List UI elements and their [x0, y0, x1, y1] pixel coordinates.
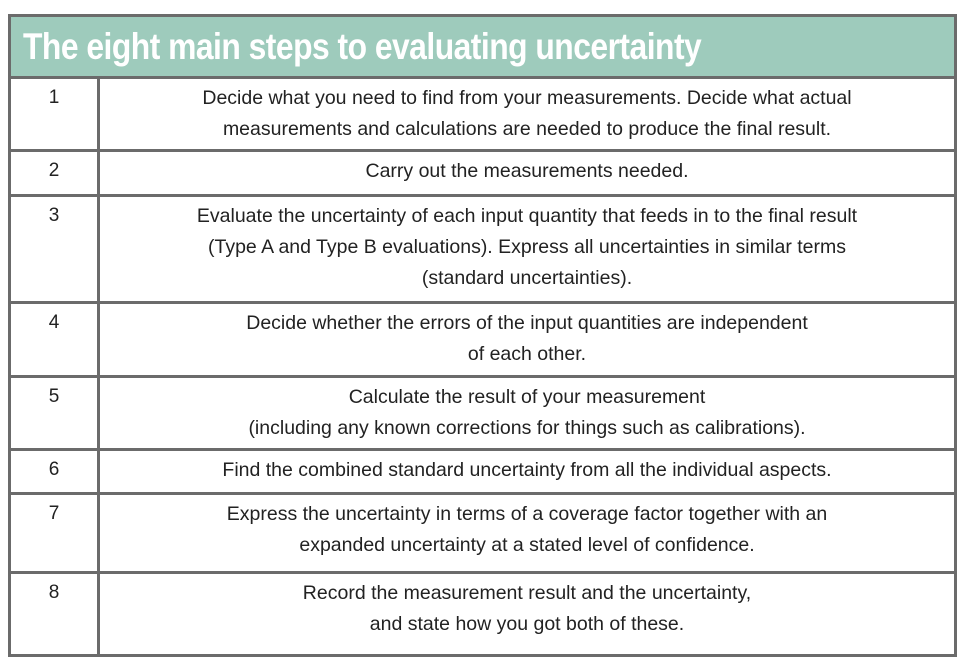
- steps-table: The eight main steps to evaluating uncer…: [8, 14, 957, 657]
- step-description: Decide whether the errors of the input q…: [100, 304, 954, 375]
- table-row: 7 Express the uncertainty in terms of a …: [11, 495, 954, 574]
- step-description-line: Carry out the measurements needed.: [365, 160, 689, 182]
- step-number: 6: [11, 451, 100, 492]
- step-description-line: (including any known corrections for thi…: [248, 417, 806, 439]
- step-number: 7: [11, 495, 100, 571]
- step-description: Record the measurement result and the un…: [100, 574, 954, 654]
- step-description-line: and state how you got both of these.: [369, 613, 685, 635]
- table-row: 2 Carry out the measurements needed.: [11, 152, 954, 197]
- table-row: 6 Find the combined standard uncertainty…: [11, 451, 954, 495]
- step-description-line: Decide what you need to find from your m…: [202, 87, 852, 109]
- step-description: Decide what you need to find from your m…: [100, 79, 954, 149]
- step-description-line: Decide whether the errors of the input q…: [246, 312, 808, 334]
- step-description-line: Record the measurement result and the un…: [302, 582, 752, 604]
- step-description-line: of each other.: [467, 343, 587, 365]
- step-number: 2: [11, 152, 100, 194]
- step-description-line: Express the uncertainty in terms of a co…: [226, 503, 828, 525]
- table-row: 4 Decide whether the errors of the input…: [11, 304, 954, 378]
- table-row: 8 Record the measurement result and the …: [11, 574, 954, 654]
- step-description-line: Evaluate the uncertainty of each input q…: [196, 205, 858, 227]
- table-row: 5 Calculate the result of your measureme…: [11, 378, 954, 451]
- table-header: The eight main steps to evaluating uncer…: [11, 17, 954, 79]
- table-body: 1 Decide what you need to find from your…: [11, 79, 954, 654]
- table-row: 1 Decide what you need to find from your…: [11, 79, 954, 152]
- step-number: 4: [11, 304, 100, 375]
- step-description-line: (standard uncertainties).: [421, 267, 633, 289]
- step-number: 3: [11, 197, 100, 301]
- table-row: 3 Evaluate the uncertainty of each input…: [11, 197, 954, 304]
- step-number: 1: [11, 79, 100, 149]
- step-description-line: measurements and calculations are needed…: [222, 118, 832, 140]
- step-description-line: expanded uncertainty at a stated level o…: [299, 534, 755, 556]
- step-description: Evaluate the uncertainty of each input q…: [100, 197, 954, 301]
- step-number: 8: [11, 574, 100, 654]
- step-description: Find the combined standard uncertainty f…: [100, 451, 954, 492]
- step-description: Carry out the measurements needed.: [100, 152, 954, 194]
- table-title: The eight main steps to evaluating uncer…: [23, 25, 702, 67]
- step-description-line: (Type A and Type B evaluations). Express…: [207, 236, 846, 258]
- step-number: 5: [11, 378, 100, 448]
- step-description-line: Find the combined standard uncertainty f…: [222, 459, 832, 481]
- step-description: Calculate the result of your measurement…: [100, 378, 954, 448]
- step-description: Express the uncertainty in terms of a co…: [100, 495, 954, 571]
- step-description-line: Calculate the result of your measurement: [348, 386, 706, 408]
